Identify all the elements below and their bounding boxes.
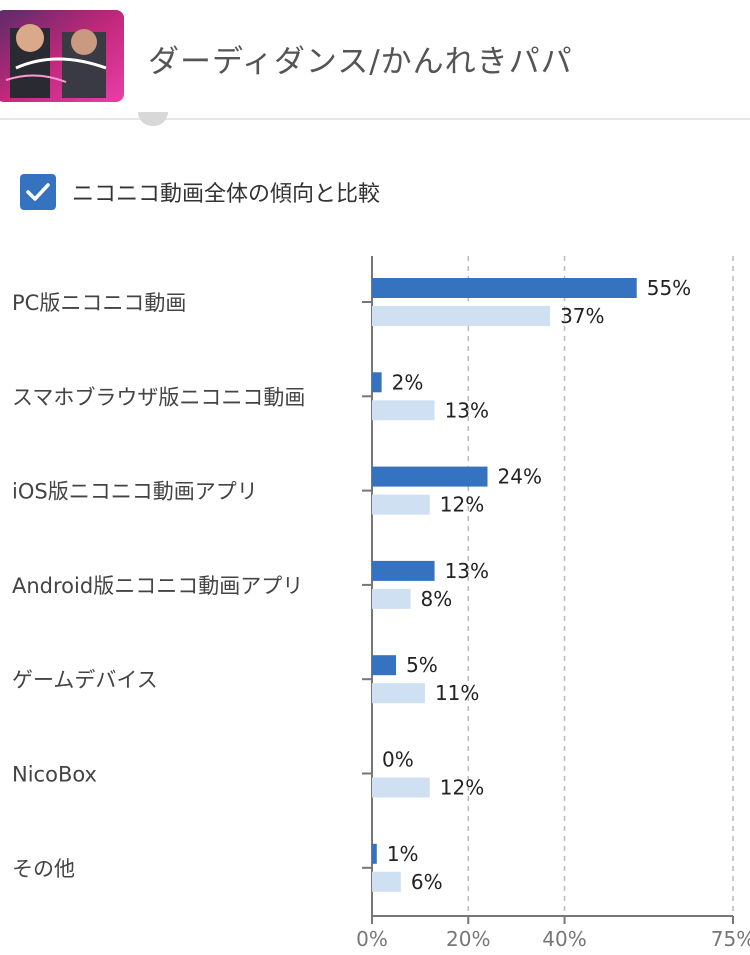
value-label-average: 12% xyxy=(440,493,484,517)
value-label-average: 8% xyxy=(421,587,453,611)
compare-toggle[interactable]: ニコニコ動画全体の傾向と比較 xyxy=(20,172,380,212)
x-tick-label-75: 75% xyxy=(711,927,750,951)
bar-video xyxy=(372,372,382,393)
bar-video xyxy=(372,278,637,298)
category-label: ゲームデバイス xyxy=(12,668,158,692)
page-title: ダーディダンス/かんれきパパ xyxy=(148,44,573,80)
x-tick-label-0: 0% xyxy=(356,927,388,951)
bar-video xyxy=(372,560,435,581)
bar-site-average xyxy=(372,494,430,515)
bar-site-average xyxy=(372,777,430,798)
device-share-chart: 0% 20% 40% 75% PC版ニコニコ動画 55% 37% スマホブラウザ版ニコニコ動画… xyxy=(12,256,750,951)
value-label-video: 24% xyxy=(498,465,542,489)
bar-site-average xyxy=(372,306,551,326)
value-label-video: 1% xyxy=(387,842,419,866)
value-label-video: 13% xyxy=(445,559,489,583)
header-bar: ダーディダンス/かんれきパパ xyxy=(0,0,750,120)
bar-video xyxy=(372,466,488,487)
category-label: スマホブラウザ版ニコニコ動画 xyxy=(12,385,305,409)
category-label: PC版ニコニコ動画 xyxy=(12,291,186,315)
value-label-video: 5% xyxy=(406,653,438,677)
compare-label: ニコニコ動画全体の傾向と比較 xyxy=(72,182,381,207)
value-label-average: 37% xyxy=(560,304,604,328)
compare-checkbox[interactable] xyxy=(20,174,56,210)
category-label: NicoBox xyxy=(12,763,97,787)
bar-site-average xyxy=(372,683,425,704)
x-tick-label-40: 40% xyxy=(542,927,586,951)
bar-video xyxy=(372,655,397,676)
category-label: その他 xyxy=(12,857,75,881)
value-label-video: 0% xyxy=(382,748,414,772)
value-label-video: 2% xyxy=(392,370,424,394)
category-label: iOS版ニコニコ動画アプリ xyxy=(12,480,258,504)
value-label-average: 11% xyxy=(435,681,479,705)
bar-site-average xyxy=(372,400,435,421)
value-label-average: 6% xyxy=(411,870,443,894)
pull-handle[interactable] xyxy=(138,112,168,126)
x-tick-label-20: 20% xyxy=(446,927,490,951)
thumbnail-image xyxy=(0,10,124,102)
value-label-video: 55% xyxy=(647,276,691,300)
bar-site-average xyxy=(372,871,401,892)
video-thumbnail[interactable] xyxy=(0,10,124,102)
checkmark-icon xyxy=(26,183,50,201)
value-label-average: 12% xyxy=(440,776,484,800)
category-label: Android版ニコニコ動画アプリ xyxy=(12,574,303,598)
value-label-average: 13% xyxy=(445,398,489,422)
bar-video xyxy=(372,843,377,864)
bar-site-average xyxy=(372,588,411,609)
